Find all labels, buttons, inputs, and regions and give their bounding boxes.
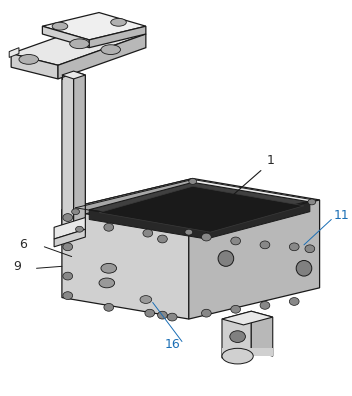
Ellipse shape [52,22,68,30]
Polygon shape [206,202,310,239]
Polygon shape [62,71,74,233]
Ellipse shape [101,263,117,273]
Polygon shape [251,311,273,356]
Ellipse shape [63,213,73,221]
Text: 9: 9 [13,260,21,273]
Polygon shape [62,210,189,319]
Polygon shape [42,13,146,40]
Ellipse shape [111,18,126,26]
Ellipse shape [143,229,153,237]
Polygon shape [89,183,310,229]
Ellipse shape [305,245,315,253]
Polygon shape [189,200,320,319]
Polygon shape [222,311,273,325]
Ellipse shape [201,233,211,241]
Ellipse shape [218,251,234,267]
Ellipse shape [222,348,253,364]
Ellipse shape [308,199,316,205]
Ellipse shape [104,223,114,231]
Ellipse shape [185,229,193,235]
Ellipse shape [63,272,73,280]
Text: 11: 11 [333,209,349,222]
Ellipse shape [145,309,155,317]
Ellipse shape [72,209,80,215]
Ellipse shape [158,235,167,243]
Ellipse shape [189,179,197,184]
Polygon shape [62,71,85,79]
Ellipse shape [63,292,73,299]
Ellipse shape [99,278,115,288]
Ellipse shape [70,39,89,49]
Ellipse shape [289,243,299,251]
Polygon shape [42,26,89,48]
Ellipse shape [19,55,38,64]
Polygon shape [62,179,193,219]
Polygon shape [74,71,85,233]
Ellipse shape [289,297,299,305]
Polygon shape [9,48,19,57]
Polygon shape [99,186,304,232]
Polygon shape [58,34,146,79]
Polygon shape [11,53,58,79]
Polygon shape [222,311,251,358]
Ellipse shape [296,261,312,276]
Ellipse shape [76,226,83,232]
Text: 16: 16 [164,338,180,351]
Polygon shape [89,210,206,239]
Polygon shape [11,22,146,65]
Ellipse shape [231,305,240,313]
Polygon shape [62,179,320,231]
Ellipse shape [104,303,114,311]
Ellipse shape [231,237,240,245]
Polygon shape [222,348,273,356]
Text: 1: 1 [267,154,275,168]
Ellipse shape [230,331,245,343]
Ellipse shape [63,243,73,251]
Ellipse shape [201,309,211,317]
Ellipse shape [260,301,270,309]
Polygon shape [54,217,85,239]
Polygon shape [54,229,85,247]
Ellipse shape [158,311,167,319]
Ellipse shape [260,241,270,249]
Ellipse shape [140,295,152,303]
Ellipse shape [167,313,177,321]
Text: 6: 6 [19,238,27,251]
Ellipse shape [101,45,120,55]
Polygon shape [89,26,146,48]
